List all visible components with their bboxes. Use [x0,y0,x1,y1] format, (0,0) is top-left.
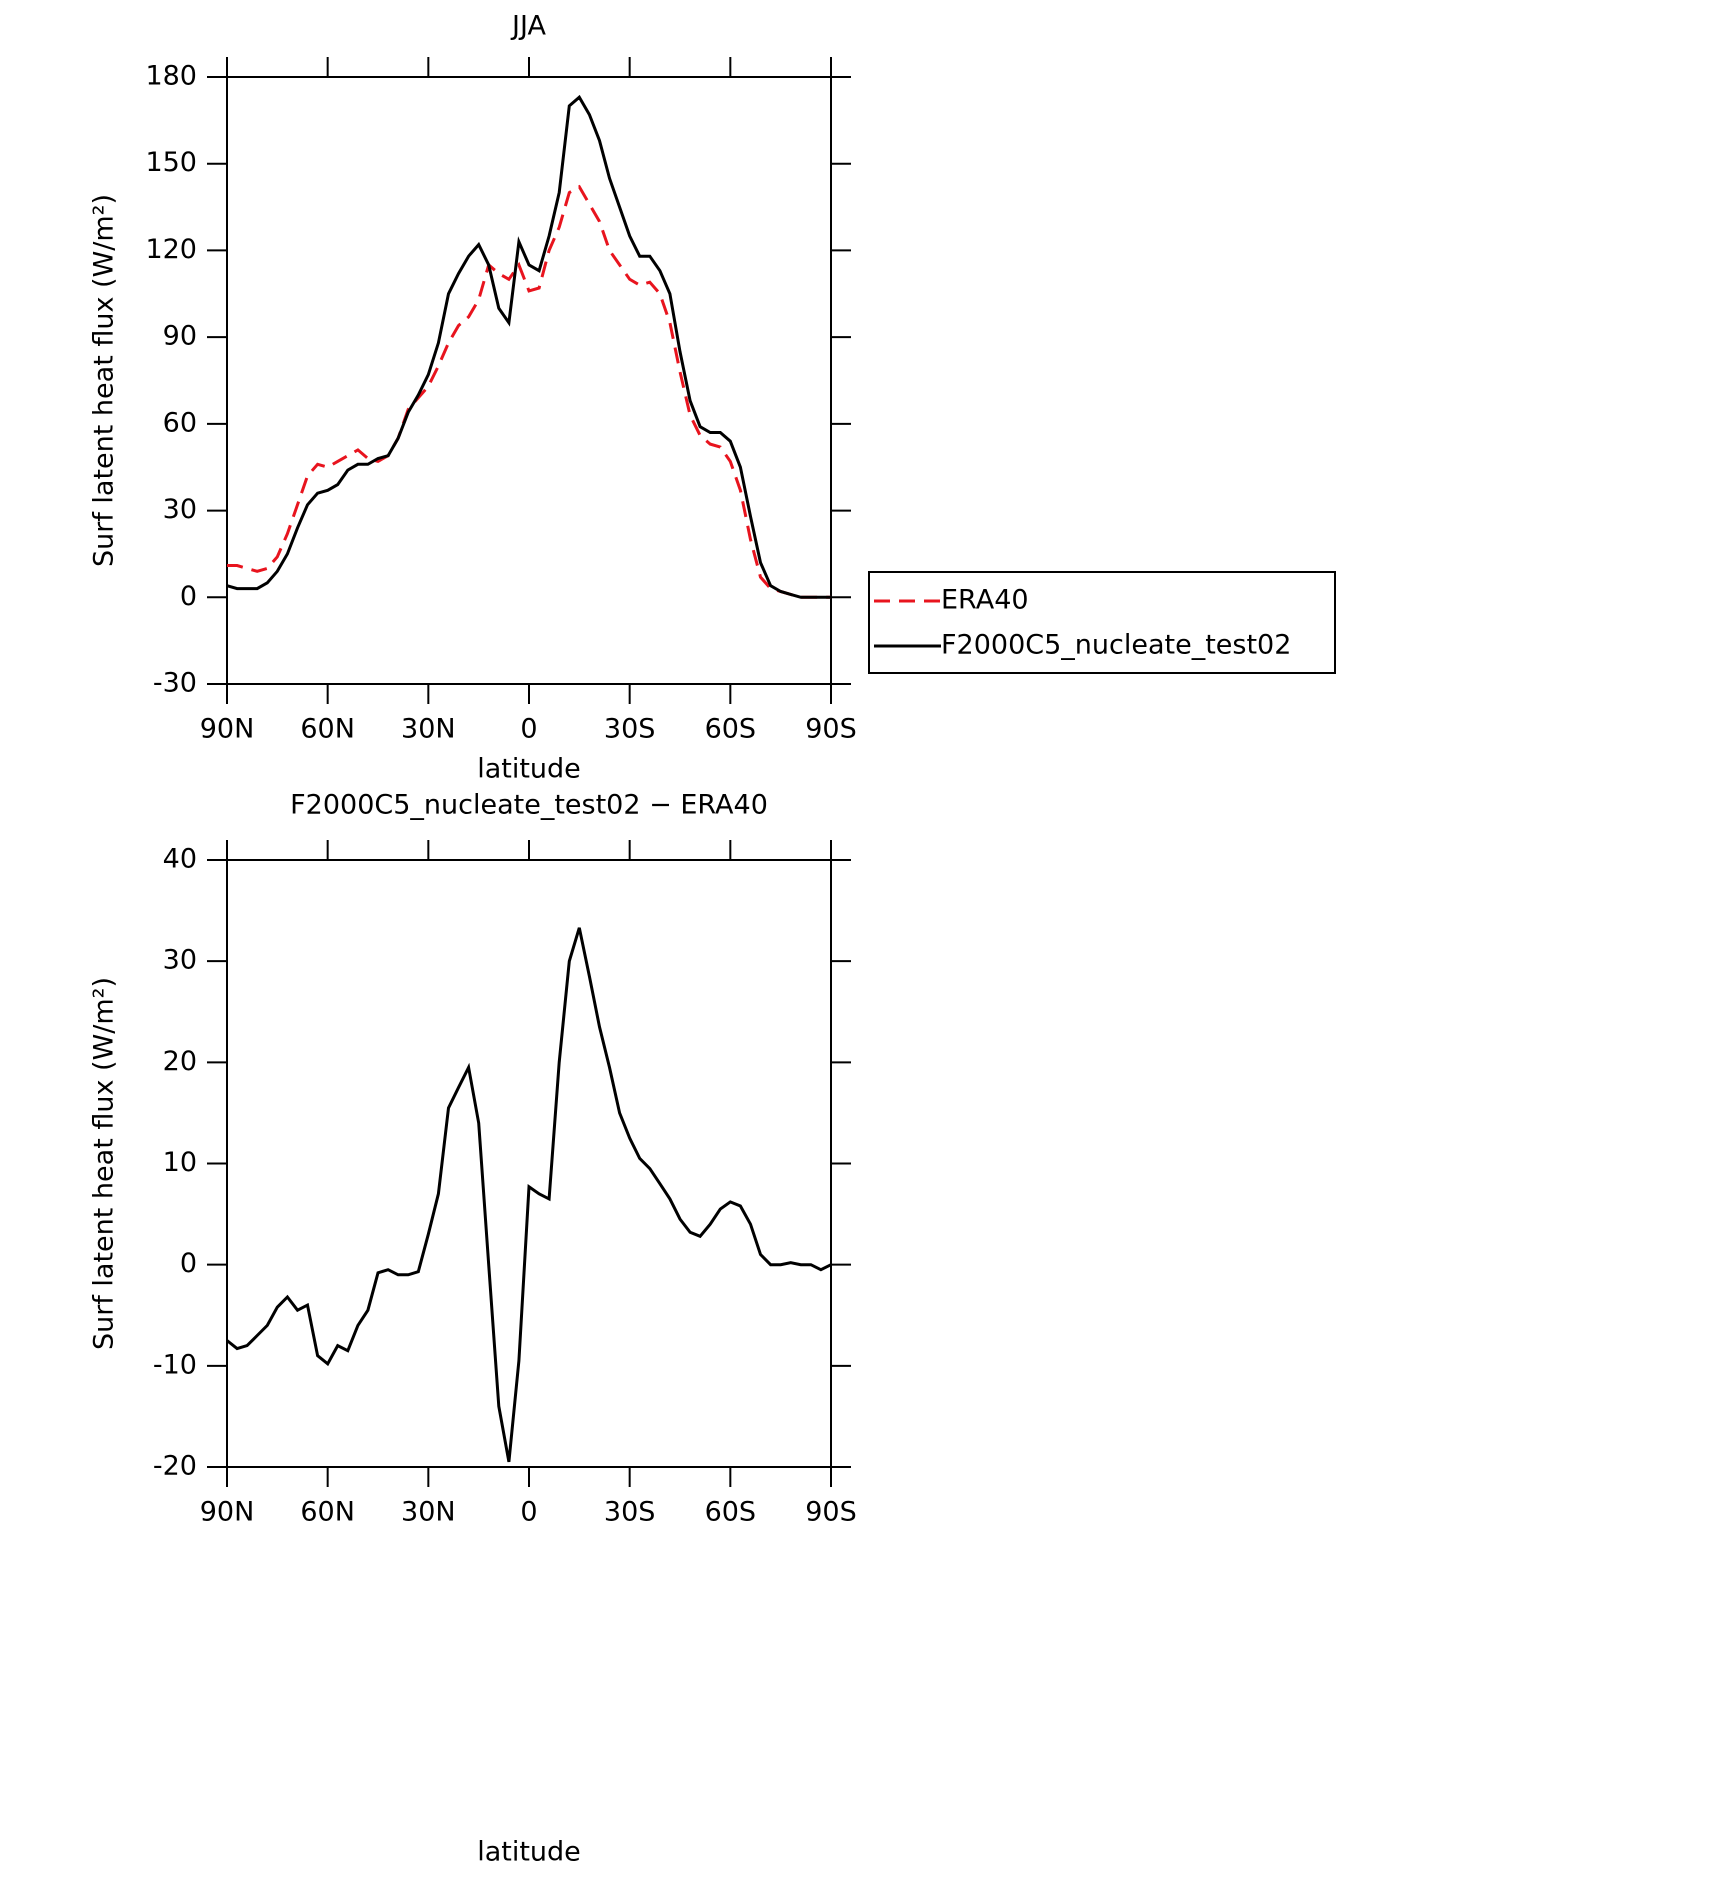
x-tick-label: 90N [200,714,255,745]
y-tick-label: 20 [163,1046,197,1077]
x-tick-label: 30N [401,1497,456,1528]
y-tick-label: 120 [145,234,197,265]
y-tick-label: 0 [180,581,197,612]
y-tick-label: 150 [145,147,197,178]
x-tick-label: 90S [805,1497,857,1528]
x-tick-label: 60S [705,714,757,745]
y-axis-label: Surf latent heat flux (W/m²) [89,194,120,567]
y-tick-label: 10 [163,1147,197,1178]
chart-title: JJA [510,11,546,42]
y-tick-label: -30 [153,668,197,699]
data-line [226,94,831,599]
x-tick-label: 30N [401,714,456,745]
x-axis-label: latitude [477,1837,581,1868]
plot-frame [226,859,832,1468]
x-tick-label: 60N [300,1497,355,1528]
x-tick-label: 90S [805,714,857,745]
y-tick-label: 60 [163,407,197,438]
legend-label: F2000C5_nucleate_test02 [941,630,1291,661]
x-tick-label: 0 [520,714,537,745]
x-tick-label: 60N [300,714,355,745]
x-tick-label: 0 [520,1497,537,1528]
legend-label: ERA40 [941,585,1029,616]
y-tick-label: 0 [180,1248,197,1279]
plot-frame [226,76,832,685]
y-tick-label: 90 [163,321,197,352]
x-axis-label: latitude [477,754,581,785]
y-tick-label: 180 [145,61,197,92]
data-line [227,184,831,599]
data-line [226,927,832,1463]
y-tick-label: 30 [163,945,197,976]
y-tick-label: -10 [153,1349,197,1380]
y-axis-label: Surf latent heat flux (W/m²) [89,977,120,1350]
legend-box [868,571,1336,674]
x-tick-label: 30S [604,714,656,745]
chart-title: F2000C5_nucleate_test02 − ERA40 [290,790,768,821]
x-tick-label: 90N [200,1497,255,1528]
x-tick-label: 60S [705,1497,757,1528]
x-tick-label: 30S [604,1497,656,1528]
y-tick-label: 30 [163,494,197,525]
y-tick-label: -20 [153,1451,197,1482]
y-tick-label: 40 [163,844,197,875]
